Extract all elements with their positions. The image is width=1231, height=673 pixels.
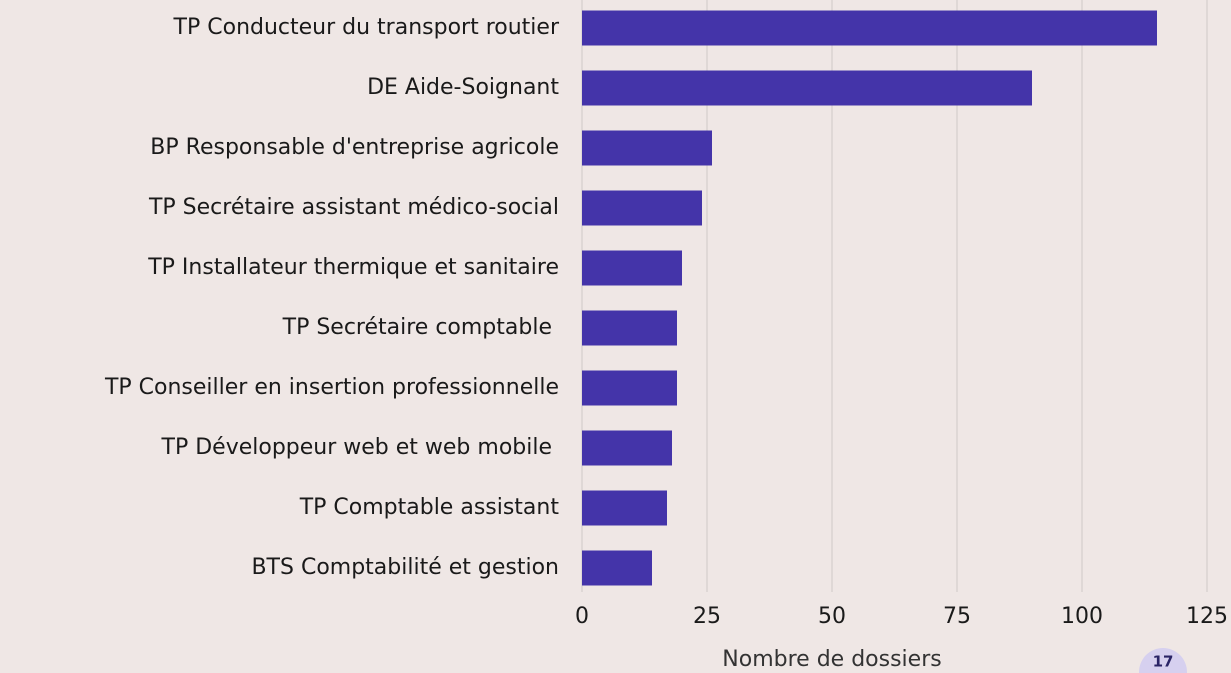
y-tick-label: TP Installateur thermique et sanitaire [147,255,559,280]
bar [582,430,672,466]
y-tick-label: TP Comptable assistant [299,495,560,520]
x-tick-label: 75 [943,604,971,629]
x-tick-label: 100 [1061,604,1103,629]
bar [582,370,677,406]
bar [582,310,677,346]
page-number: 17 [1153,653,1174,671]
y-tick-label: TP Conducteur du transport routier [173,15,560,40]
x-tick-label: 50 [818,604,846,629]
y-tick-label: DE Aide-Soignant [367,75,559,100]
bar [582,130,712,166]
bar [582,70,1032,106]
y-tick-label: BP Responsable d'entreprise agricole [150,135,559,160]
y-tick-label: TP Secrétaire comptable [282,315,559,340]
bar [582,190,702,226]
bar [582,550,652,586]
y-tick-label: BTS Comptabilité et gestion [251,555,559,580]
bar [582,10,1157,46]
bar [582,250,682,286]
x-axis-label: Nombre de dossiers [722,647,941,672]
x-tick-label: 25 [693,604,721,629]
y-tick-label: TP Développeur web et web mobile [161,435,559,460]
y-tick-label: TP Secrétaire assistant médico-social [148,195,559,220]
x-tick-label: 125 [1186,604,1228,629]
x-tick-label: 0 [575,604,589,629]
page-badge [1139,648,1187,673]
y-tick-label: TP Conseiller en insertion professionnel… [104,375,559,400]
bar [582,490,667,526]
